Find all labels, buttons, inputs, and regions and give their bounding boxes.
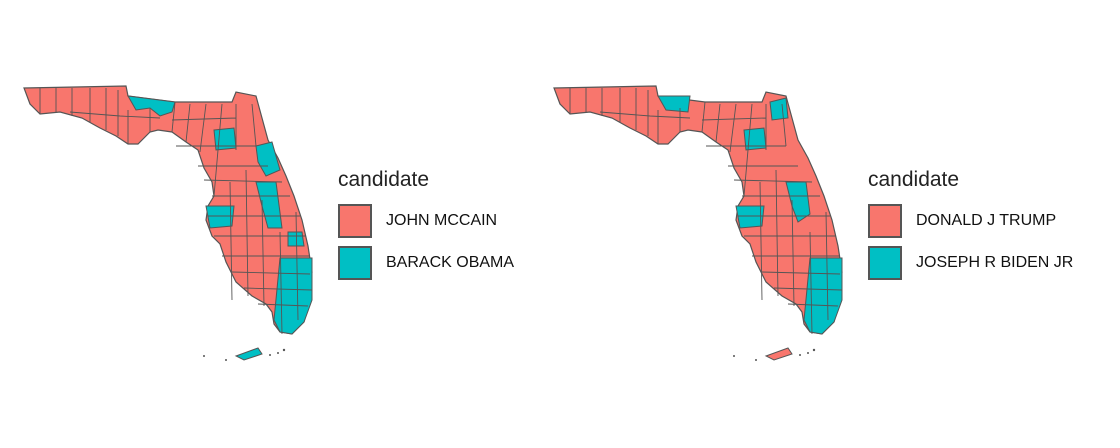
county-teal xyxy=(255,141,281,177)
legend-label: BARACK OBAMA xyxy=(386,254,515,271)
county-teal xyxy=(213,127,237,151)
legend-title: candidate xyxy=(868,168,960,191)
legend-swatch-teal xyxy=(338,246,372,280)
county-teal xyxy=(234,347,263,361)
county-teal xyxy=(743,127,767,151)
county-teal xyxy=(769,97,789,121)
legend-swatch-red xyxy=(868,204,902,238)
legend-swatch-teal xyxy=(868,246,902,280)
legend-title: candidate xyxy=(338,168,430,191)
map-legend: candidate DONALD J TRUMP JOSEPH R BIDEN … xyxy=(868,168,1073,286)
legend-label: JOSEPH R BIDEN JR xyxy=(916,254,1074,271)
legend-item-biden: JOSEPH R BIDEN JR xyxy=(868,244,1073,282)
florida-county-map xyxy=(553,85,843,361)
legend-item-obama: BARACK OBAMA xyxy=(338,244,514,282)
map-panel-2008: candidate JOHN MCCAIN BARACK OBAMA xyxy=(23,85,514,361)
legend-item-mccain: JOHN MCCAIN xyxy=(338,202,514,240)
map-legend: candidate JOHN MCCAIN BARACK OBAMA xyxy=(338,168,514,286)
legend-item-trump: DONALD J TRUMP xyxy=(868,202,1073,240)
county-teal xyxy=(273,257,313,335)
legend-swatch-red xyxy=(338,204,372,238)
county-teal xyxy=(657,95,691,113)
legend-label: DONALD J TRUMP xyxy=(916,212,1057,229)
county-teal xyxy=(803,257,843,335)
map-panel-2020: candidate DONALD J TRUMP JOSEPH R BIDEN … xyxy=(530,0,1090,448)
county-teal xyxy=(287,231,305,247)
legend-label: JOHN MCCAIN xyxy=(386,212,498,229)
county-teal xyxy=(735,205,765,229)
county-teal xyxy=(205,205,235,229)
county-red xyxy=(764,347,793,361)
florida-county-map xyxy=(23,85,313,361)
